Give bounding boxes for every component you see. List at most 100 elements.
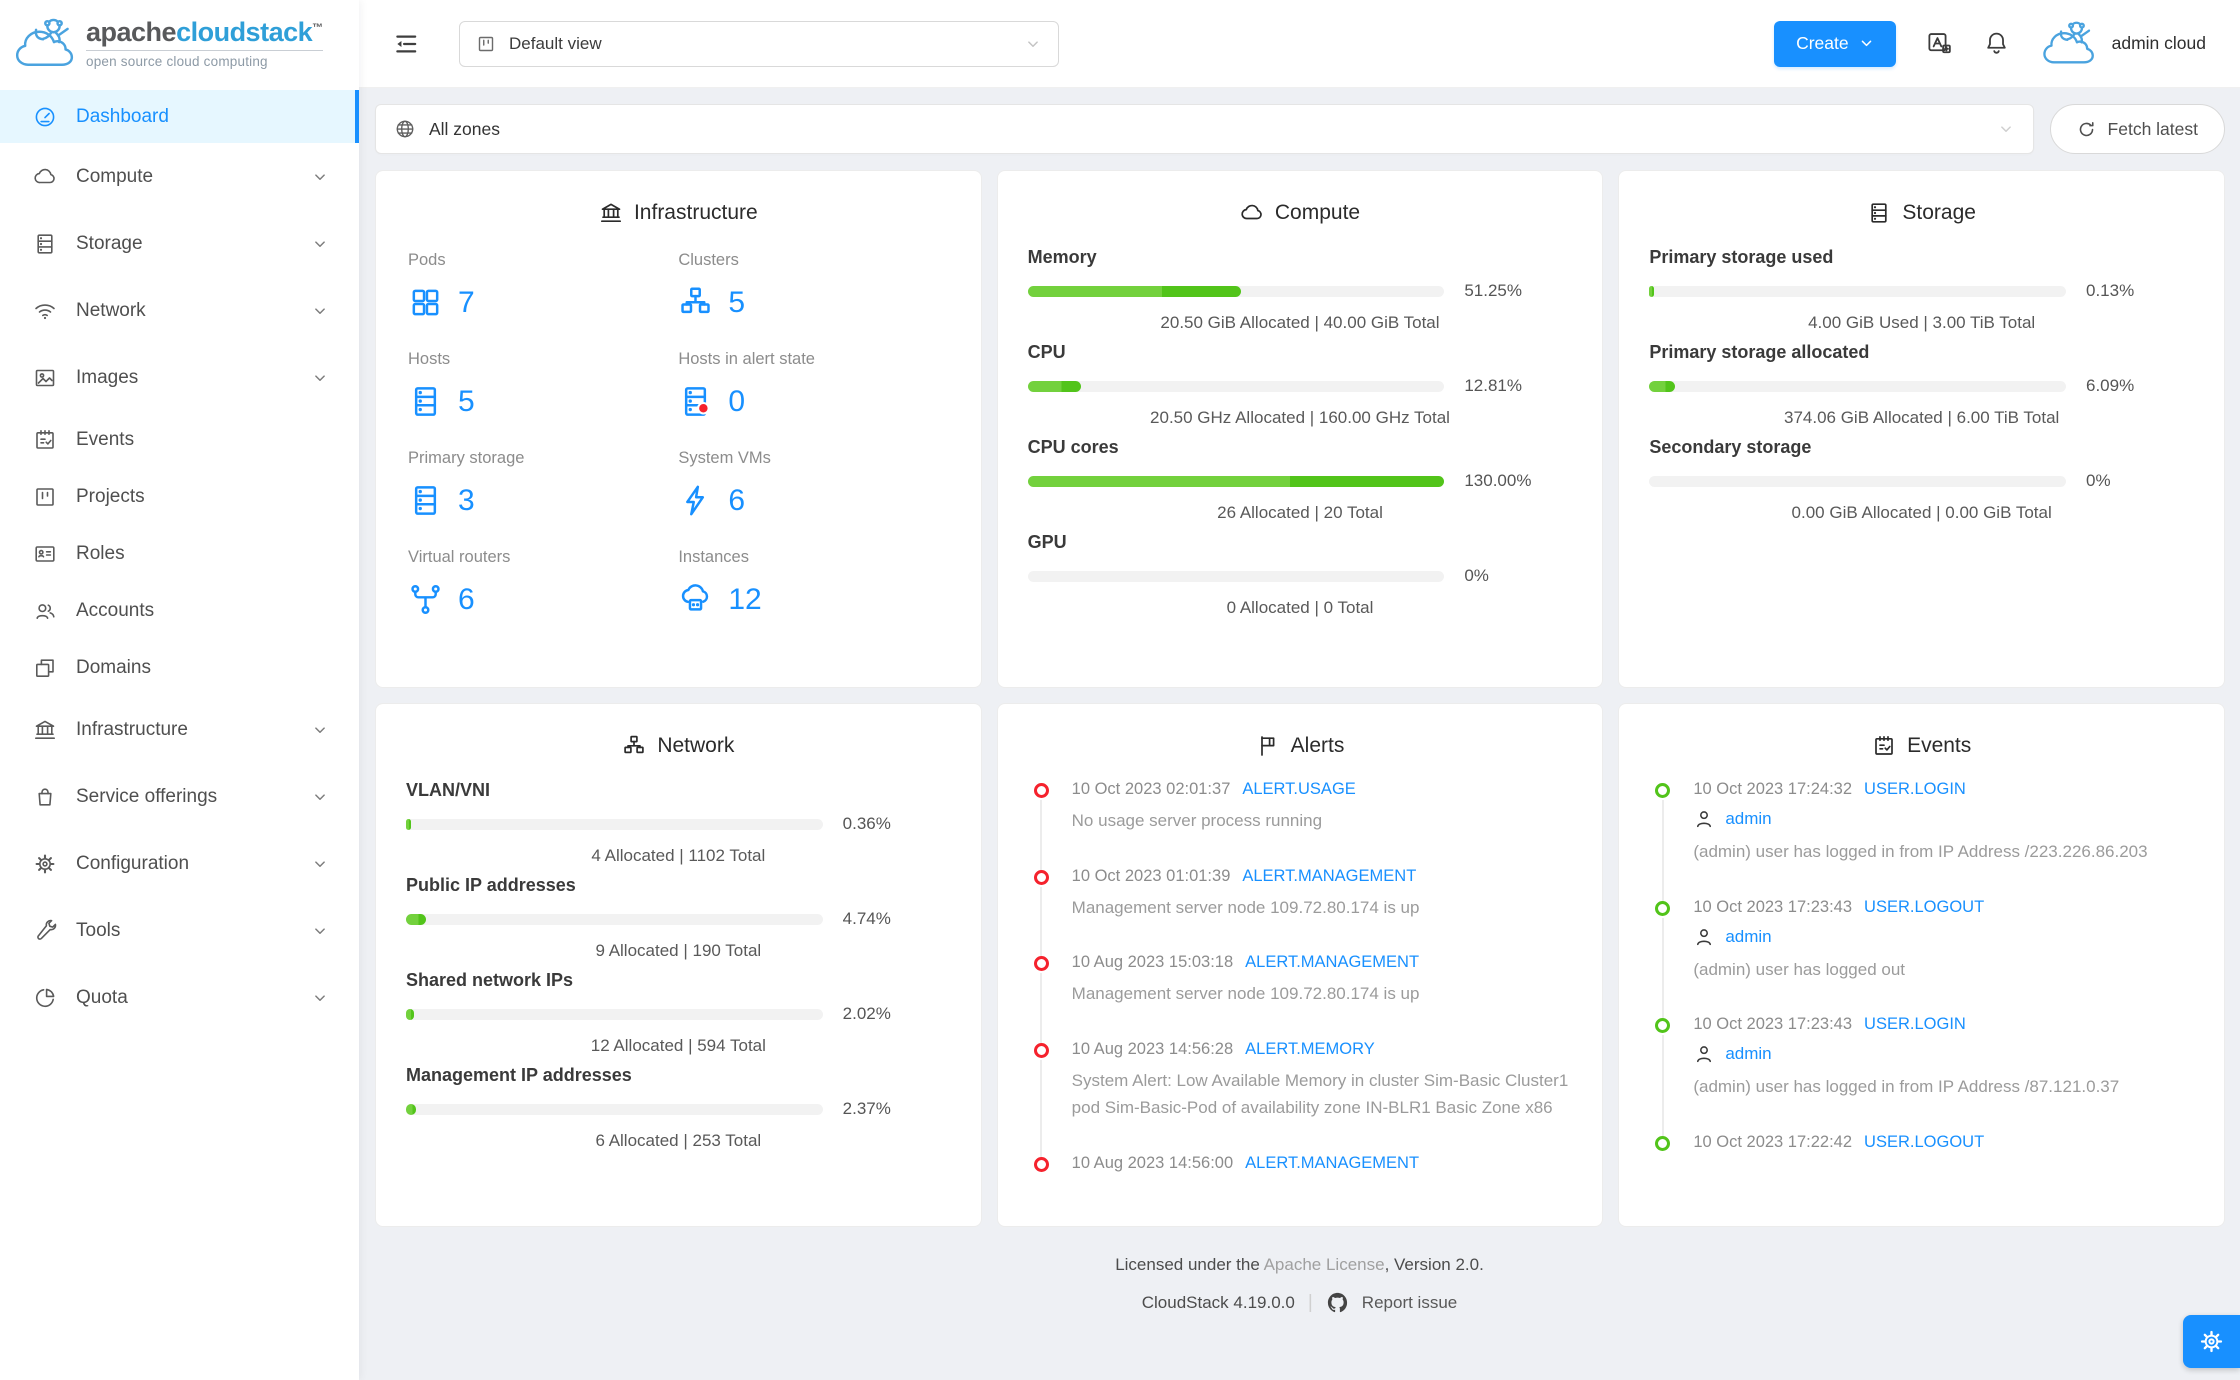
stat-pods[interactable]: Pods 7: [408, 251, 475, 319]
alert-dot-icon: [1033, 1156, 1049, 1172]
virtual-routers-icon: [408, 582, 443, 617]
progress-bar: [1027, 285, 1445, 297]
alert-type-link[interactable]: ALERT.MANAGEMENT: [1245, 1153, 1420, 1172]
alert-item: 10 Aug 2023 14:56:28 ALERT.MEMORY System …: [1033, 1039, 1573, 1157]
view-selector[interactable]: Default view: [459, 20, 1059, 67]
alert-dot-icon: [1033, 869, 1049, 885]
zone-selector-value: All zones: [429, 118, 501, 139]
storage-rack-icon: [33, 232, 57, 256]
metric-memory: Memory 51.25% 20.50 GiB Allocated | 40.0…: [1027, 247, 1522, 332]
sidebar-item-infrastructure[interactable]: Infrastructure: [0, 696, 359, 763]
stat-hosts[interactable]: Hosts 5: [408, 350, 475, 419]
alert-time: 10 Oct 2023 01:01:39: [1071, 866, 1231, 885]
alert-description: System Alert: Low Available Memory in cl…: [1071, 1070, 1569, 1118]
chevron-down-icon: [1024, 35, 1042, 53]
sidebar-item-service-offerings[interactable]: Service offerings: [0, 763, 359, 830]
event-type-link[interactable]: USER.LOGIN: [1864, 1015, 1966, 1034]
stat-hosts-alert[interactable]: Hosts in alert state 0: [678, 350, 815, 419]
sidebar-menu: Dashboard Compute Storage Network Images: [0, 88, 359, 1031]
main-area: Default view Create: [359, 0, 2240, 1380]
metric-secondary-storage: Secondary storage 0% 0.00 GiB Allocated …: [1649, 437, 2111, 522]
sidebar-item-events[interactable]: Events: [0, 411, 359, 468]
event-type-link[interactable]: USER.LOGOUT: [1864, 897, 1985, 916]
stat-primary-storage[interactable]: Primary storage 3: [408, 449, 525, 517]
sidebar-item-projects[interactable]: Projects: [0, 468, 359, 525]
sidebar-item-label: Quota: [76, 986, 128, 1008]
user-icon: [1693, 808, 1715, 830]
sidebar-item-roles[interactable]: Roles: [0, 525, 359, 582]
menu-fold-icon[interactable]: [393, 31, 419, 57]
stat-clusters[interactable]: Clusters 5: [678, 251, 746, 320]
zone-selector[interactable]: All zones: [375, 104, 2034, 154]
host-alert-icon: [678, 384, 713, 419]
translate-icon[interactable]: [1926, 30, 1953, 57]
sidebar-item-label: Images: [76, 366, 139, 388]
event-description: (admin) user has logged in from IP Addre…: [1693, 842, 2148, 861]
chevron-down-icon: [311, 922, 329, 940]
sidebar-item-quota[interactable]: Quota: [0, 964, 359, 1031]
wrench-icon: [33, 919, 57, 943]
clusters-icon: [678, 285, 713, 320]
metric-public-ips: Public IP addresses 4.74% 9 Allocated | …: [406, 875, 891, 960]
apache-license-link[interactable]: Apache License: [1263, 1255, 1385, 1274]
sidebar-item-tools[interactable]: Tools: [0, 897, 359, 964]
wifi-icon: [33, 299, 57, 323]
event-user-link[interactable]: admin: [1725, 1044, 1772, 1064]
alert-type-link[interactable]: ALERT.MANAGEMENT: [1245, 953, 1420, 972]
alert-type-link[interactable]: ALERT.USAGE: [1242, 780, 1356, 798]
hosts-icon: [408, 384, 443, 419]
notification-bell-icon[interactable]: [1983, 30, 2010, 57]
progress-bar: [1649, 380, 2066, 392]
chevron-down-icon: [311, 235, 329, 253]
alert-item: 10 Oct 2023 02:01:37 ALERT.USAGE No usage…: [1033, 780, 1573, 870]
calendar-check-icon: [1872, 734, 1896, 758]
chevron-down-icon: [311, 721, 329, 739]
sidebar-item-label: Compute: [76, 165, 154, 187]
sidebar-item-network[interactable]: Network: [0, 277, 359, 344]
sidebar-item-label: Tools: [76, 919, 121, 941]
cloud-icon: [33, 165, 57, 189]
sidebar-item-storage[interactable]: Storage: [0, 210, 359, 277]
event-user-link[interactable]: admin: [1725, 926, 1772, 946]
settings-fab-button[interactable]: [2183, 1315, 2240, 1368]
chevron-down-icon: [311, 788, 329, 806]
user-name[interactable]: admin cloud: [2111, 33, 2206, 53]
user-avatar-monkey-cloud[interactable]: [2036, 19, 2102, 69]
sidebar-item-label: Domains: [76, 656, 151, 678]
sidebar-item-domains[interactable]: Domains: [0, 639, 359, 696]
storage-card: Storage Primary storage used 0.13% 4.00 …: [1618, 170, 2225, 688]
report-issue-link[interactable]: Report issue: [1361, 1292, 1458, 1312]
chevron-down-icon: [311, 302, 329, 320]
alert-dot-icon: [1033, 783, 1049, 798]
progress-bar: [1027, 475, 1445, 487]
events-card-title: Events: [1649, 734, 2194, 758]
event-user-link[interactable]: admin: [1725, 809, 1772, 828]
alerts-card-title: Alerts: [1028, 734, 1573, 758]
chevron-down-icon: [1997, 120, 2015, 138]
network-card-title: Network: [406, 734, 951, 758]
alert-type-link[interactable]: ALERT.MEMORY: [1245, 1039, 1375, 1058]
cloud-icon: [1240, 201, 1264, 225]
brand-logo[interactable]: apachecloudstack™ open source cloud comp…: [0, 0, 359, 88]
event-type-link[interactable]: USER.LOGIN: [1864, 780, 1966, 798]
sidebar-item-accounts[interactable]: Accounts: [0, 582, 359, 639]
cluster-icon: [622, 734, 646, 758]
sidebar-item-images[interactable]: Images: [0, 344, 359, 411]
fetch-latest-button[interactable]: Fetch latest: [2049, 104, 2225, 154]
sidebar-item-dashboard[interactable]: Dashboard: [0, 90, 359, 143]
progress-bar: [406, 1008, 823, 1020]
create-button[interactable]: Create: [1774, 20, 1896, 67]
sidebar-item-configuration[interactable]: Configuration: [0, 830, 359, 897]
event-dot-icon: [1655, 1018, 1671, 1034]
stat-virtual-routers[interactable]: Virtual routers 6: [408, 548, 511, 617]
event-type-link[interactable]: USER.LOGOUT: [1864, 1132, 1985, 1151]
sidebar-item-compute[interactable]: Compute: [0, 143, 359, 210]
stat-system-vms[interactable]: System VMs 6: [678, 449, 771, 517]
globe-icon: [394, 118, 416, 140]
alert-type-link[interactable]: ALERT.MANAGEMENT: [1242, 866, 1417, 885]
license-line: Licensed under the Apache License, Versi…: [1115, 1255, 1484, 1274]
metric-primary-storage-allocated: Primary storage allocated 6.09% 374.06 G…: [1649, 342, 2135, 427]
stat-instances[interactable]: Instances 12: [678, 548, 762, 616]
footer: Licensed under the Apache License, Versi…: [359, 1227, 2240, 1314]
